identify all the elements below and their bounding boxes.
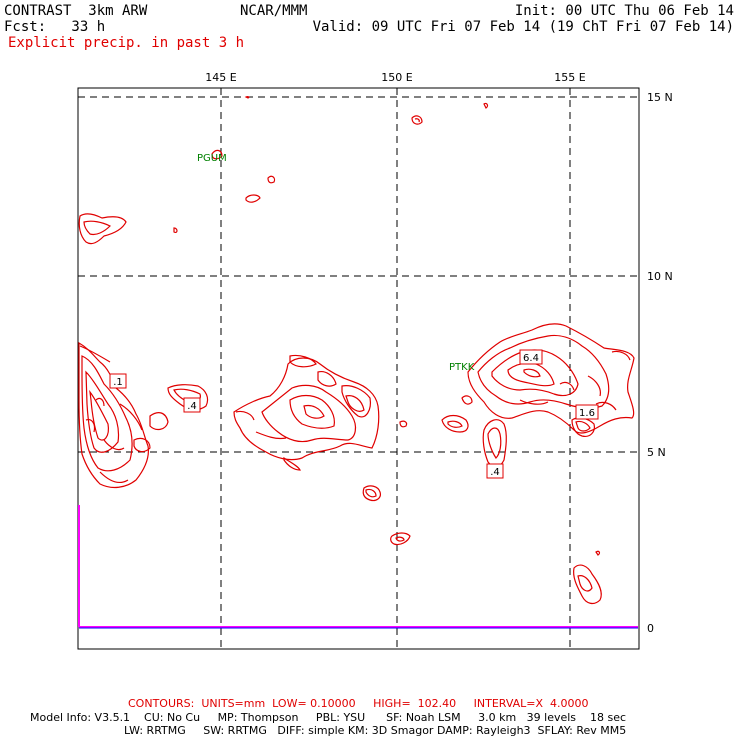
contour-label-box <box>486 463 504 479</box>
product-label: Explicit precip. in past 3 h <box>8 35 245 51</box>
center-title: NCAR/MMM <box>240 3 308 19</box>
plot-frame <box>77 87 640 650</box>
lat-label-5n: 5 N <box>647 446 666 459</box>
init-time: Init: 00 UTC Thu 06 Feb 14 <box>514 3 734 19</box>
model-title: CONTRAST 3km ARW <box>4 3 148 19</box>
contour-blob-northwest <box>78 213 178 245</box>
domain-boundary <box>78 505 638 628</box>
contour-isolated-blobs <box>211 95 602 605</box>
station-label-ptkk: PTKK <box>449 362 475 373</box>
contour-label: .1 <box>113 377 123 388</box>
contour-label: 6.4 <box>523 353 539 364</box>
lon-label-155: 155 E <box>554 71 585 84</box>
lon-label-145: 145 E <box>205 71 236 84</box>
contour-label-box <box>109 373 127 389</box>
valid-time: Valid: 09 UTC Fri 07 Feb 14 (19 ChT Fri … <box>312 19 734 35</box>
contour-label-box <box>519 349 543 365</box>
contour-cluster-west <box>78 341 169 489</box>
lat-label-0: 0 <box>647 622 654 635</box>
graticule <box>78 88 639 649</box>
station-label-pgum: PGUM <box>197 153 227 164</box>
precip-contours <box>78 95 635 605</box>
contour-label: 1.6 <box>579 408 595 419</box>
contours-info: CONTOURS: UNITS=mm LOW= 0.10000 HIGH= 10… <box>128 697 589 710</box>
contour-label-box <box>575 404 599 420</box>
forecast-hour: Fcst: 33 h <box>4 19 106 35</box>
lon-label-150: 150 E <box>381 71 412 84</box>
contour-cluster-central <box>233 354 411 546</box>
model-info-line-1: Model Info: V3.5.1 CU: No Cu MP: Thompso… <box>30 711 627 724</box>
lat-label-10n: 10 N <box>647 270 673 283</box>
lat-label-15n: 15 N <box>647 91 673 104</box>
model-info-line-2: LW: RRTMG SW: RRTMG DIFF: simple KM: 3D … <box>124 724 627 737</box>
contour-cluster-east <box>441 323 635 468</box>
contour-label: .4 <box>490 467 500 478</box>
contour-label-box <box>183 397 201 413</box>
contour-label: .4 <box>187 401 197 412</box>
